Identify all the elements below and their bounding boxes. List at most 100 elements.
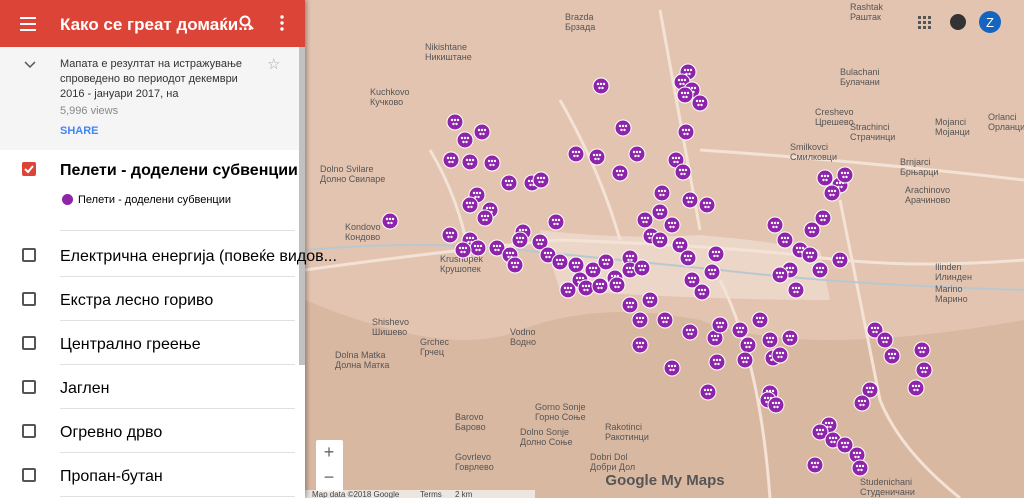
share-button[interactable]: SHARE — [60, 125, 99, 137]
marker[interactable] — [861, 381, 879, 399]
marker[interactable] — [577, 279, 595, 297]
zoom-in[interactable]: + — [324, 442, 335, 462]
marker[interactable] — [614, 119, 632, 137]
marker[interactable] — [677, 123, 695, 141]
marker[interactable] — [592, 77, 610, 95]
marker[interactable] — [551, 253, 569, 271]
search-icon[interactable] — [239, 15, 255, 31]
marker[interactable] — [711, 316, 729, 334]
marker[interactable] — [531, 233, 549, 251]
marker[interactable] — [591, 277, 609, 295]
marker[interactable] — [913, 341, 931, 359]
marker[interactable] — [853, 394, 871, 412]
marker[interactable] — [584, 261, 602, 279]
marker[interactable] — [631, 311, 649, 329]
zoom-control[interactable]: + − — [316, 440, 343, 492]
marker[interactable] — [676, 86, 694, 104]
marker[interactable] — [751, 311, 769, 329]
marker[interactable] — [547, 213, 565, 231]
marker[interactable] — [703, 263, 721, 281]
layer-checkbox[interactable] — [22, 424, 36, 438]
marker[interactable] — [567, 256, 585, 274]
layer-checkbox[interactable] — [22, 248, 36, 262]
marker[interactable] — [691, 94, 709, 112]
more-icon[interactable] — [279, 15, 285, 31]
marker[interactable] — [559, 281, 577, 299]
marker[interactable] — [831, 251, 849, 269]
marker[interactable] — [811, 423, 829, 441]
marker[interactable] — [679, 249, 697, 267]
marker[interactable] — [739, 336, 757, 354]
marker[interactable] — [683, 271, 701, 289]
marker[interactable] — [488, 239, 506, 257]
marker[interactable] — [708, 353, 726, 371]
layer-checkbox[interactable] — [22, 468, 36, 482]
marker[interactable] — [907, 379, 925, 397]
marker[interactable] — [651, 231, 669, 249]
marker[interactable] — [806, 456, 824, 474]
marker[interactable] — [801, 246, 819, 264]
menu-icon[interactable] — [20, 16, 40, 32]
marker[interactable] — [506, 256, 524, 274]
marker[interactable] — [823, 184, 841, 202]
marker[interactable] — [454, 241, 472, 259]
marker[interactable] — [628, 145, 646, 163]
star-icon[interactable]: ☆ — [267, 56, 281, 73]
layer-checkbox[interactable] — [22, 380, 36, 394]
marker[interactable] — [473, 123, 491, 141]
marker[interactable] — [876, 331, 894, 349]
scrollbar[interactable] — [299, 47, 305, 365]
marker[interactable] — [663, 216, 681, 234]
marker[interactable] — [803, 221, 821, 239]
marker[interactable] — [597, 253, 615, 271]
marker[interactable] — [915, 361, 933, 379]
marker[interactable] — [851, 459, 869, 477]
marker[interactable] — [663, 359, 681, 377]
avatar[interactable] — [979, 11, 1001, 33]
marker[interactable] — [674, 163, 692, 181]
marker[interactable] — [771, 346, 789, 364]
marker[interactable] — [500, 174, 518, 192]
marker[interactable] — [641, 291, 659, 309]
marker[interactable] — [698, 196, 716, 214]
marker[interactable] — [816, 169, 834, 187]
marker[interactable] — [811, 261, 829, 279]
marker[interactable] — [693, 283, 711, 301]
layer-checkbox[interactable] — [22, 336, 36, 350]
marker[interactable] — [631, 336, 649, 354]
marker[interactable] — [653, 184, 671, 202]
marker[interactable] — [567, 145, 585, 163]
marker[interactable] — [699, 383, 717, 401]
marker[interactable] — [588, 148, 606, 166]
marker[interactable] — [442, 151, 460, 169]
marker[interactable] — [736, 351, 754, 369]
marker[interactable] — [456, 131, 474, 149]
marker[interactable] — [461, 196, 479, 214]
marker[interactable] — [461, 153, 479, 171]
marker[interactable] — [469, 239, 487, 257]
marker[interactable] — [636, 211, 654, 229]
marker[interactable] — [621, 296, 639, 314]
layer-checkbox[interactable] — [22, 162, 36, 176]
marker[interactable] — [848, 446, 866, 464]
marker[interactable] — [671, 236, 689, 254]
marker[interactable] — [656, 311, 674, 329]
marker[interactable] — [836, 436, 854, 454]
marker[interactable] — [731, 321, 749, 339]
marker[interactable] — [781, 329, 799, 347]
marker[interactable] — [681, 323, 699, 341]
marker[interactable] — [836, 166, 854, 184]
marker[interactable] — [681, 191, 699, 209]
marker[interactable] — [814, 209, 832, 227]
marker[interactable] — [706, 329, 724, 347]
marker[interactable] — [608, 276, 626, 294]
terms-link[interactable]: Terms — [420, 490, 442, 498]
marker[interactable] — [787, 281, 805, 299]
marker[interactable] — [476, 209, 494, 227]
collapse-icon[interactable] — [24, 61, 36, 69]
marker[interactable] — [441, 226, 459, 244]
marker[interactable] — [707, 245, 725, 263]
marker[interactable] — [611, 164, 629, 182]
marker[interactable] — [761, 331, 779, 349]
marker[interactable] — [381, 212, 399, 230]
